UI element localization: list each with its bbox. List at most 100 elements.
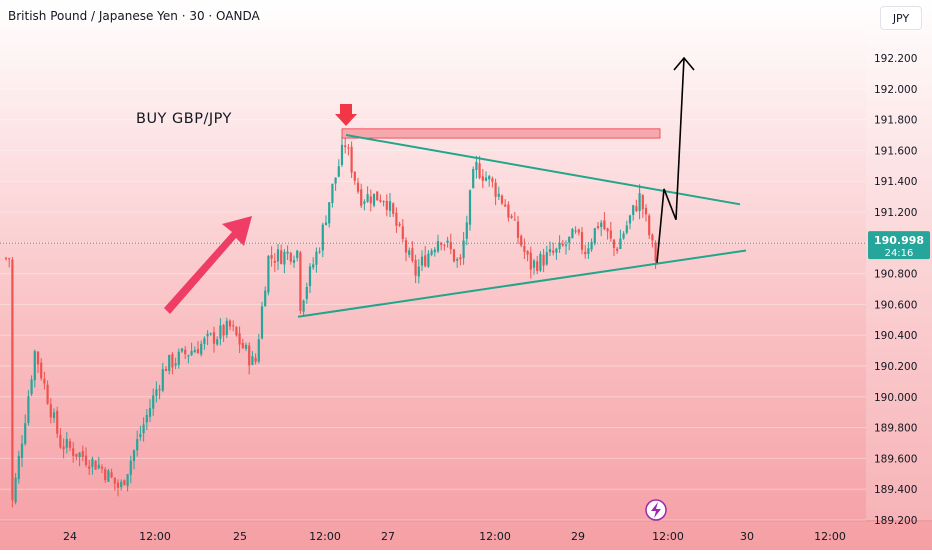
candle-body: [161, 369, 164, 391]
candle: [536, 255, 539, 275]
candle-body: [472, 168, 475, 189]
candle: [331, 183, 334, 208]
candle-body: [129, 460, 132, 475]
candle: [382, 200, 385, 207]
candle-body: [363, 201, 366, 204]
candle: [504, 199, 507, 207]
candle: [62, 438, 65, 459]
candle-body: [59, 434, 62, 448]
candle-body: [433, 249, 436, 253]
y-tick-label: 190.600: [874, 299, 917, 311]
candle-body: [40, 362, 43, 379]
candle-body: [222, 325, 225, 336]
candle-body: [104, 469, 107, 481]
candle: [609, 221, 612, 242]
y-tick-label: 189.400: [874, 484, 917, 496]
candle: [292, 255, 296, 268]
candle: [312, 257, 315, 270]
candle: [97, 456, 100, 470]
candle-body: [424, 255, 427, 267]
candle: [404, 237, 408, 262]
candle-body: [564, 244, 568, 246]
candle-body: [267, 255, 270, 293]
candle: [600, 220, 603, 237]
y-tick-label: 190.000: [874, 392, 917, 404]
candle: [481, 168, 484, 189]
candle: [558, 235, 561, 253]
candle-body: [548, 249, 552, 253]
y-tick-label: 192.000: [874, 84, 917, 96]
candle: [100, 464, 104, 474]
candle-body: [270, 255, 273, 259]
candle-body: [78, 452, 81, 458]
x-tick-label: 24: [63, 530, 77, 543]
candle-body: [136, 439, 139, 451]
candle-body: [340, 144, 344, 165]
candle: [33, 349, 36, 388]
candle: [8, 257, 11, 268]
candle-body: [206, 333, 209, 337]
candle: [366, 186, 369, 203]
candle: [46, 380, 49, 405]
down-marker-icon: [335, 104, 357, 126]
candle: [36, 351, 40, 373]
candle: [228, 319, 232, 331]
candle: [635, 199, 638, 213]
candle: [276, 244, 280, 270]
candle-body: [484, 177, 488, 181]
candle-body: [27, 396, 30, 423]
candle: [315, 247, 318, 273]
candle-body: [395, 212, 398, 226]
candle: [43, 371, 46, 390]
currency-selector[interactable]: JPY: [880, 6, 922, 30]
candle-body: [513, 219, 516, 221]
candle-body: [360, 189, 363, 206]
candle-body: [235, 326, 238, 336]
candle: [369, 189, 372, 212]
candle-body: [212, 332, 216, 344]
candle-body: [280, 250, 283, 264]
candle-body: [452, 249, 456, 262]
candle: [120, 479, 123, 491]
candle-body: [625, 225, 628, 233]
candle: [257, 333, 260, 364]
candle: [196, 341, 200, 354]
candle: [395, 207, 398, 233]
candle-body: [478, 163, 481, 178]
candle-body: [14, 477, 17, 503]
candle: [321, 222, 324, 258]
x-tick-label: 12:00: [309, 530, 341, 543]
candle: [104, 467, 107, 483]
candle: [372, 193, 376, 208]
y-tick-label: 190.200: [874, 361, 917, 373]
candle: [17, 450, 20, 484]
candle-body: [49, 404, 52, 418]
candle-body: [158, 389, 161, 391]
candle-body: [52, 412, 56, 419]
candle: [475, 155, 478, 179]
candle-body: [273, 260, 276, 263]
candle: [542, 248, 545, 273]
candle-body: [187, 355, 190, 357]
candle-body: [568, 236, 571, 243]
candle: [590, 238, 593, 252]
candle: [280, 244, 283, 265]
y-tick-label: 191.800: [874, 115, 917, 127]
candle: [584, 244, 587, 259]
candle-body: [68, 441, 72, 448]
flash-badge[interactable]: [645, 499, 667, 521]
x-tick-label: 27: [381, 530, 395, 543]
candle-body: [225, 320, 228, 335]
candle-body: [590, 241, 593, 250]
candle: [126, 473, 129, 492]
candle: [88, 460, 91, 476]
candle: [113, 477, 116, 491]
candle-body: [145, 414, 148, 423]
candle: [593, 227, 596, 246]
candle: [219, 318, 222, 346]
candle-body: [398, 223, 401, 226]
candle: [398, 221, 401, 228]
candle-body: [142, 424, 145, 434]
